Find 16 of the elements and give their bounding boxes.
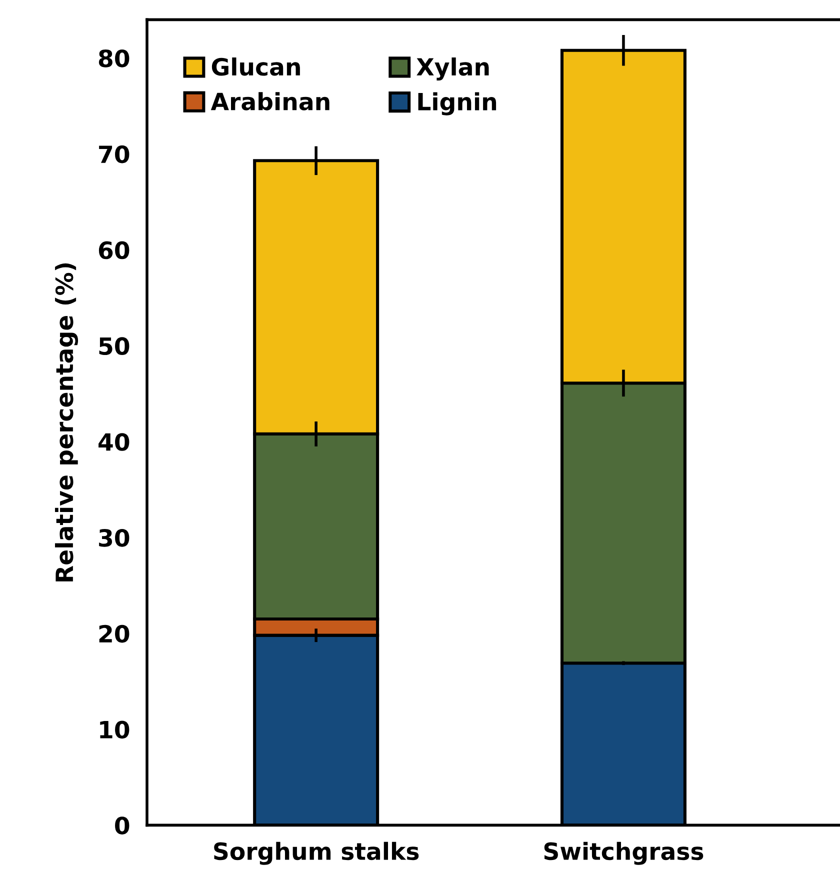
- x-tick-label: Sorghum stalks: [214, 842, 419, 865]
- x-tick-label: Switchgrass: [544, 842, 704, 865]
- legend-label: Glucan: [212, 57, 300, 76]
- y-tick-label: 50: [99, 337, 130, 356]
- y-tick-label: 10: [100, 720, 130, 739]
- y-tick-label: 0: [115, 816, 130, 834]
- legend-label: Xylan: [416, 57, 489, 81]
- y-tick-label: 30: [99, 528, 130, 547]
- y-tick-label: 70: [99, 145, 130, 164]
- y-tick-label: 20: [99, 624, 130, 643]
- legend-label: Lignin: [418, 92, 496, 116]
- y-tick-label: 80: [98, 49, 130, 68]
- y-tick-label: 40: [98, 433, 130, 451]
- y-axis-title: Relative percentage (%): [54, 263, 78, 582]
- legend-label: Arabinan: [210, 92, 330, 110]
- y-tick-label: 60: [98, 241, 130, 260]
